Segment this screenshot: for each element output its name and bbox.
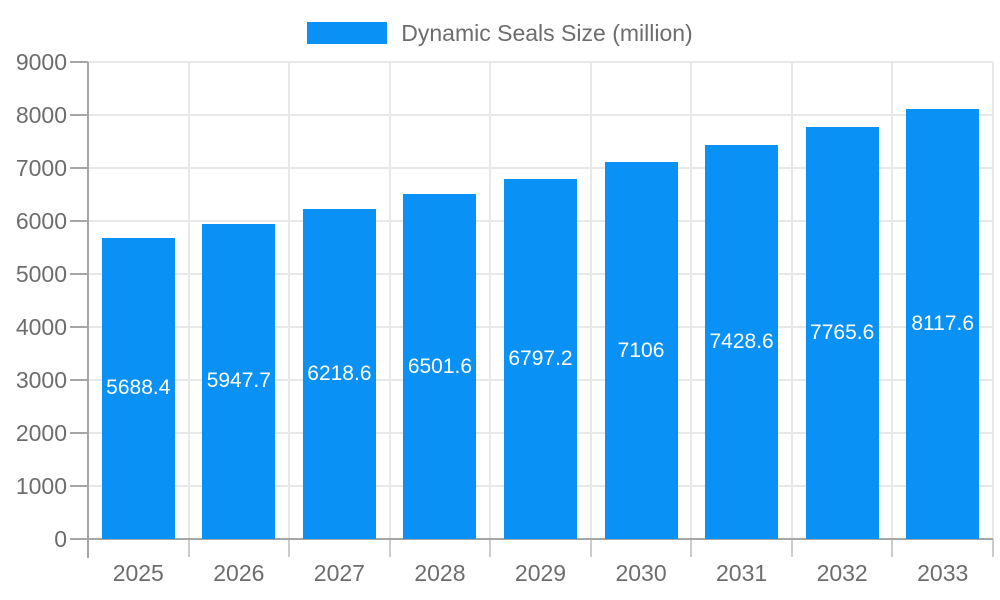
bar-2030[interactable] xyxy=(604,162,678,539)
bar-2029[interactable] xyxy=(504,178,577,539)
y-axis-tick xyxy=(70,273,88,275)
chart-legend: Dynamic Seals Size (million) xyxy=(0,21,1000,45)
y-axis-tick xyxy=(70,379,88,381)
bar-2032[interactable] xyxy=(805,127,879,539)
legend-swatch xyxy=(307,22,388,44)
y-axis-label: 9000 xyxy=(15,49,67,75)
y-axis-tick xyxy=(70,326,88,328)
y-axis-label: 7000 xyxy=(15,155,67,181)
y-axis-tick xyxy=(70,167,88,169)
x-axis-tick xyxy=(288,539,291,557)
y-axis-label: 3000 xyxy=(15,367,67,393)
legend-label: Dynamic Seals Size (million) xyxy=(401,20,693,46)
y-axis-label: 5000 xyxy=(15,261,67,287)
x-axis-tick xyxy=(690,539,693,557)
bar-value-label: 5688.4 xyxy=(106,376,171,400)
gridline-vertical xyxy=(690,62,693,539)
bar-2028[interactable] xyxy=(403,194,477,539)
legend-item[interactable]: Dynamic Seals Size (million) xyxy=(307,20,693,46)
y-axis-label: 1000 xyxy=(15,473,67,499)
y-axis-label: 6000 xyxy=(15,208,67,234)
x-axis-label: 2032 xyxy=(816,560,868,586)
bar-value-label: 7765.6 xyxy=(810,321,875,345)
gridline-vertical xyxy=(489,62,492,539)
x-axis-tick xyxy=(489,539,492,557)
bar-value-label: 7106 xyxy=(617,338,665,362)
gridline-vertical xyxy=(891,62,894,539)
y-axis-tick xyxy=(70,485,88,487)
y-axis-label: 4000 xyxy=(15,314,67,340)
y-axis-tick xyxy=(70,432,88,434)
y-axis-label: 2000 xyxy=(15,420,67,446)
bar-2031[interactable] xyxy=(705,145,779,539)
gridline-vertical xyxy=(589,62,592,539)
bar-2026[interactable] xyxy=(202,223,276,539)
bar-value-label: 6797.2 xyxy=(508,346,573,370)
bar-2033[interactable] xyxy=(906,108,980,539)
x-axis-tick xyxy=(790,539,793,557)
gridline-horizontal xyxy=(88,114,993,116)
bar-value-label: 6501.6 xyxy=(407,354,473,378)
gridline-horizontal xyxy=(88,61,993,63)
x-axis-label: 2028 xyxy=(414,560,466,586)
gridline-vertical xyxy=(992,62,994,539)
gridline-vertical xyxy=(388,62,391,539)
x-axis-tick xyxy=(187,539,190,557)
y-axis-line xyxy=(87,62,89,558)
bar-2027[interactable] xyxy=(302,209,376,539)
bar-2025[interactable] xyxy=(101,237,175,539)
x-axis-tick xyxy=(388,539,391,557)
x-axis-tick xyxy=(992,539,994,557)
bar-value-label: 8117.6 xyxy=(911,311,975,335)
x-axis-label: 2031 xyxy=(716,560,768,586)
gridline-horizontal xyxy=(88,167,993,169)
x-axis-label: 2026 xyxy=(213,560,265,586)
gridline-vertical xyxy=(187,62,190,539)
gridline-vertical xyxy=(790,62,793,539)
x-axis-label: 2030 xyxy=(615,560,667,586)
y-axis-label: 8000 xyxy=(15,102,67,128)
y-axis-label: 0 xyxy=(54,526,67,552)
x-axis-label: 2033 xyxy=(917,560,969,586)
x-axis-tick xyxy=(891,539,894,557)
x-axis-line xyxy=(88,538,993,540)
bar-value-label: 5947.7 xyxy=(206,369,271,393)
bar-value-label: 6218.6 xyxy=(307,362,372,386)
x-axis-tick xyxy=(589,539,592,557)
gridline-vertical xyxy=(288,62,291,539)
x-axis-label: 2027 xyxy=(313,560,365,586)
y-axis-tick xyxy=(70,220,88,222)
x-axis-label: 2025 xyxy=(112,560,164,586)
y-axis-tick xyxy=(70,114,88,116)
y-axis-tick xyxy=(70,61,88,63)
x-axis-label: 2029 xyxy=(514,560,567,586)
bar-value-label: 7428.6 xyxy=(709,330,774,354)
y-axis-tick xyxy=(70,538,88,540)
